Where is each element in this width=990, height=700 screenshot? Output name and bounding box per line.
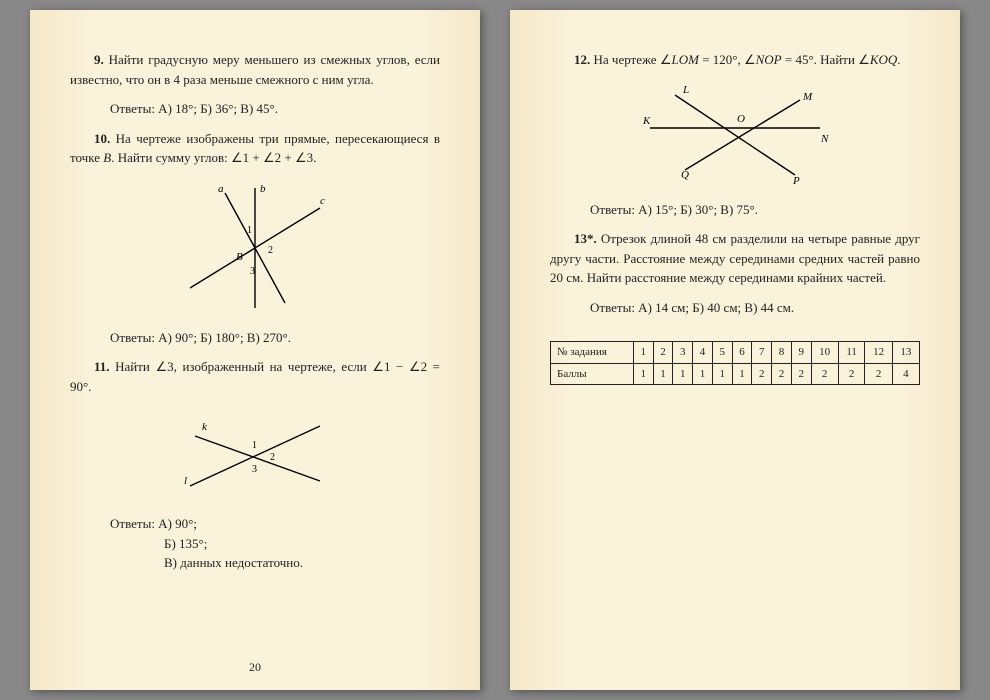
right-page: 12. На чертеже ∠LOM = 120°, ∠NOP = 45°. … [510, 10, 960, 690]
problem-11-b: Б) 135°; [164, 534, 440, 554]
problem-13: 13*. Отрезок длиной 48 см разделили на ч… [550, 229, 920, 288]
p12-koq: KOQ [870, 52, 897, 67]
table-header-label: № задания [551, 342, 634, 364]
d12-K: K [642, 115, 651, 127]
d12-Q: Q [681, 169, 689, 181]
p12-t1: На чертеже ∠ [594, 52, 672, 67]
problem-10: 10. На чертеже изображены три прямые, пе… [70, 129, 440, 168]
d12-P: P [792, 175, 800, 187]
table-cell: 1 [633, 342, 653, 364]
table-row: № задания 1 2 3 4 5 6 7 8 9 10 11 12 13 [551, 342, 920, 364]
page-number-left: 20 [30, 658, 480, 676]
problem-13-answers: Ответы: А) 14 см; Б) 40 см; В) 44 см. [550, 298, 920, 318]
table-cell: 6 [732, 342, 752, 364]
table-cell: 11 [838, 342, 865, 364]
d11-label-k: k [202, 421, 208, 433]
d10-label-3: 3 [250, 266, 255, 277]
d12-N: N [820, 133, 829, 145]
table-cell: 1 [712, 363, 732, 385]
table-points-label: Баллы [551, 363, 634, 385]
table-cell: 10 [811, 342, 838, 364]
p12-eq1: = 120°, ∠ [699, 52, 756, 67]
table-cell: 2 [811, 363, 838, 385]
d10-label-a: a [218, 183, 224, 195]
p12-period: . [897, 52, 900, 67]
problem-13-text: Отрезок длиной 48 см разделили на четыре… [550, 231, 920, 285]
diagram-12: L M K O N Q P [635, 80, 835, 190]
problem-11-num: 11. [94, 359, 110, 374]
d12-O: O [737, 113, 745, 125]
table-row: Баллы 1 1 1 1 1 1 2 2 2 2 2 2 4 [551, 363, 920, 385]
table-cell: 2 [838, 363, 865, 385]
table-cell: 3 [673, 342, 693, 364]
table-cell: 8 [772, 342, 792, 364]
d11-label-1: 1 [252, 440, 257, 451]
table-cell: 1 [732, 363, 752, 385]
table-cell: 4 [693, 342, 713, 364]
table-cell: 7 [752, 342, 772, 364]
diagram-10: a b c B 1 2 3 [170, 178, 340, 318]
problem-12-num: 12. [574, 52, 590, 67]
d10-label-B: B [236, 251, 243, 263]
d11-label-l: l [184, 475, 187, 487]
table-cell: 5 [712, 342, 732, 364]
d10-label-b: b [260, 183, 266, 195]
table-cell: 4 [892, 363, 919, 385]
problem-13-num: 13*. [574, 231, 597, 246]
table-cell: 2 [772, 363, 792, 385]
p12-lom: LOM [671, 52, 698, 67]
table-cell: 1 [693, 363, 713, 385]
table-cell: 2 [865, 363, 892, 385]
table-cell: 13 [892, 342, 919, 364]
problem-9-num: 9. [94, 52, 104, 67]
problem-10-num: 10. [94, 131, 110, 146]
table-cell: 9 [791, 342, 811, 364]
score-table: № задания 1 2 3 4 5 6 7 8 9 10 11 12 13 … [550, 341, 920, 385]
table-cell: 2 [653, 342, 673, 364]
problem-10-answers: Ответы: А) 90°; Б) 180°; В) 270°. [70, 328, 440, 348]
left-page: 9. Найти градусную меру меньшего из смеж… [30, 10, 480, 690]
table-cell: 2 [791, 363, 811, 385]
table-cell: 1 [633, 363, 653, 385]
problem-9-answers: Ответы: А) 18°; Б) 36°; В) 45°. [70, 99, 440, 119]
d12-M: M [802, 91, 813, 103]
problem-11-c: В) данных недостаточно. [164, 553, 440, 573]
p12-nop: NOP [756, 52, 782, 67]
problem-12: 12. На чертеже ∠LOM = 120°, ∠NOP = 45°. … [550, 50, 920, 70]
problem-11-answers: Ответы: А) 90°; Б) 135°; В) данных недос… [110, 514, 440, 573]
problem-9: 9. Найти градусную меру меньшего из смеж… [70, 50, 440, 89]
d10-label-2: 2 [268, 245, 273, 256]
table-cell: 1 [673, 363, 693, 385]
problem-12-answers: Ответы: А) 15°; Б) 30°; В) 75°. [550, 200, 920, 220]
d10-label-c: c [320, 195, 325, 207]
d11-label-3: 3 [252, 464, 257, 475]
problem-9-text: Найти градусную меру меньшего из смежных… [70, 52, 440, 87]
problem-10-text2: . Найти сумму углов: ∠1 + ∠2 + ∠3. [111, 150, 316, 165]
problem-11-a: Ответы: А) 90°; [110, 514, 440, 534]
diagram-11: k l 1 2 3 [170, 406, 340, 506]
table-cell: 2 [752, 363, 772, 385]
d11-label-2: 2 [270, 452, 275, 463]
table-cell: 1 [653, 363, 673, 385]
problem-10-B: B [103, 150, 111, 165]
table-cell: 12 [865, 342, 892, 364]
d10-label-1: 1 [247, 225, 252, 236]
problem-11-text: Найти ∠3, изображенный на чертеже, если … [70, 359, 440, 394]
p12-eq2: = 45°. Найти ∠ [782, 52, 870, 67]
problem-11: 11. Найти ∠3, изображенный на чертеже, е… [70, 357, 440, 396]
d12-L: L [682, 84, 689, 96]
